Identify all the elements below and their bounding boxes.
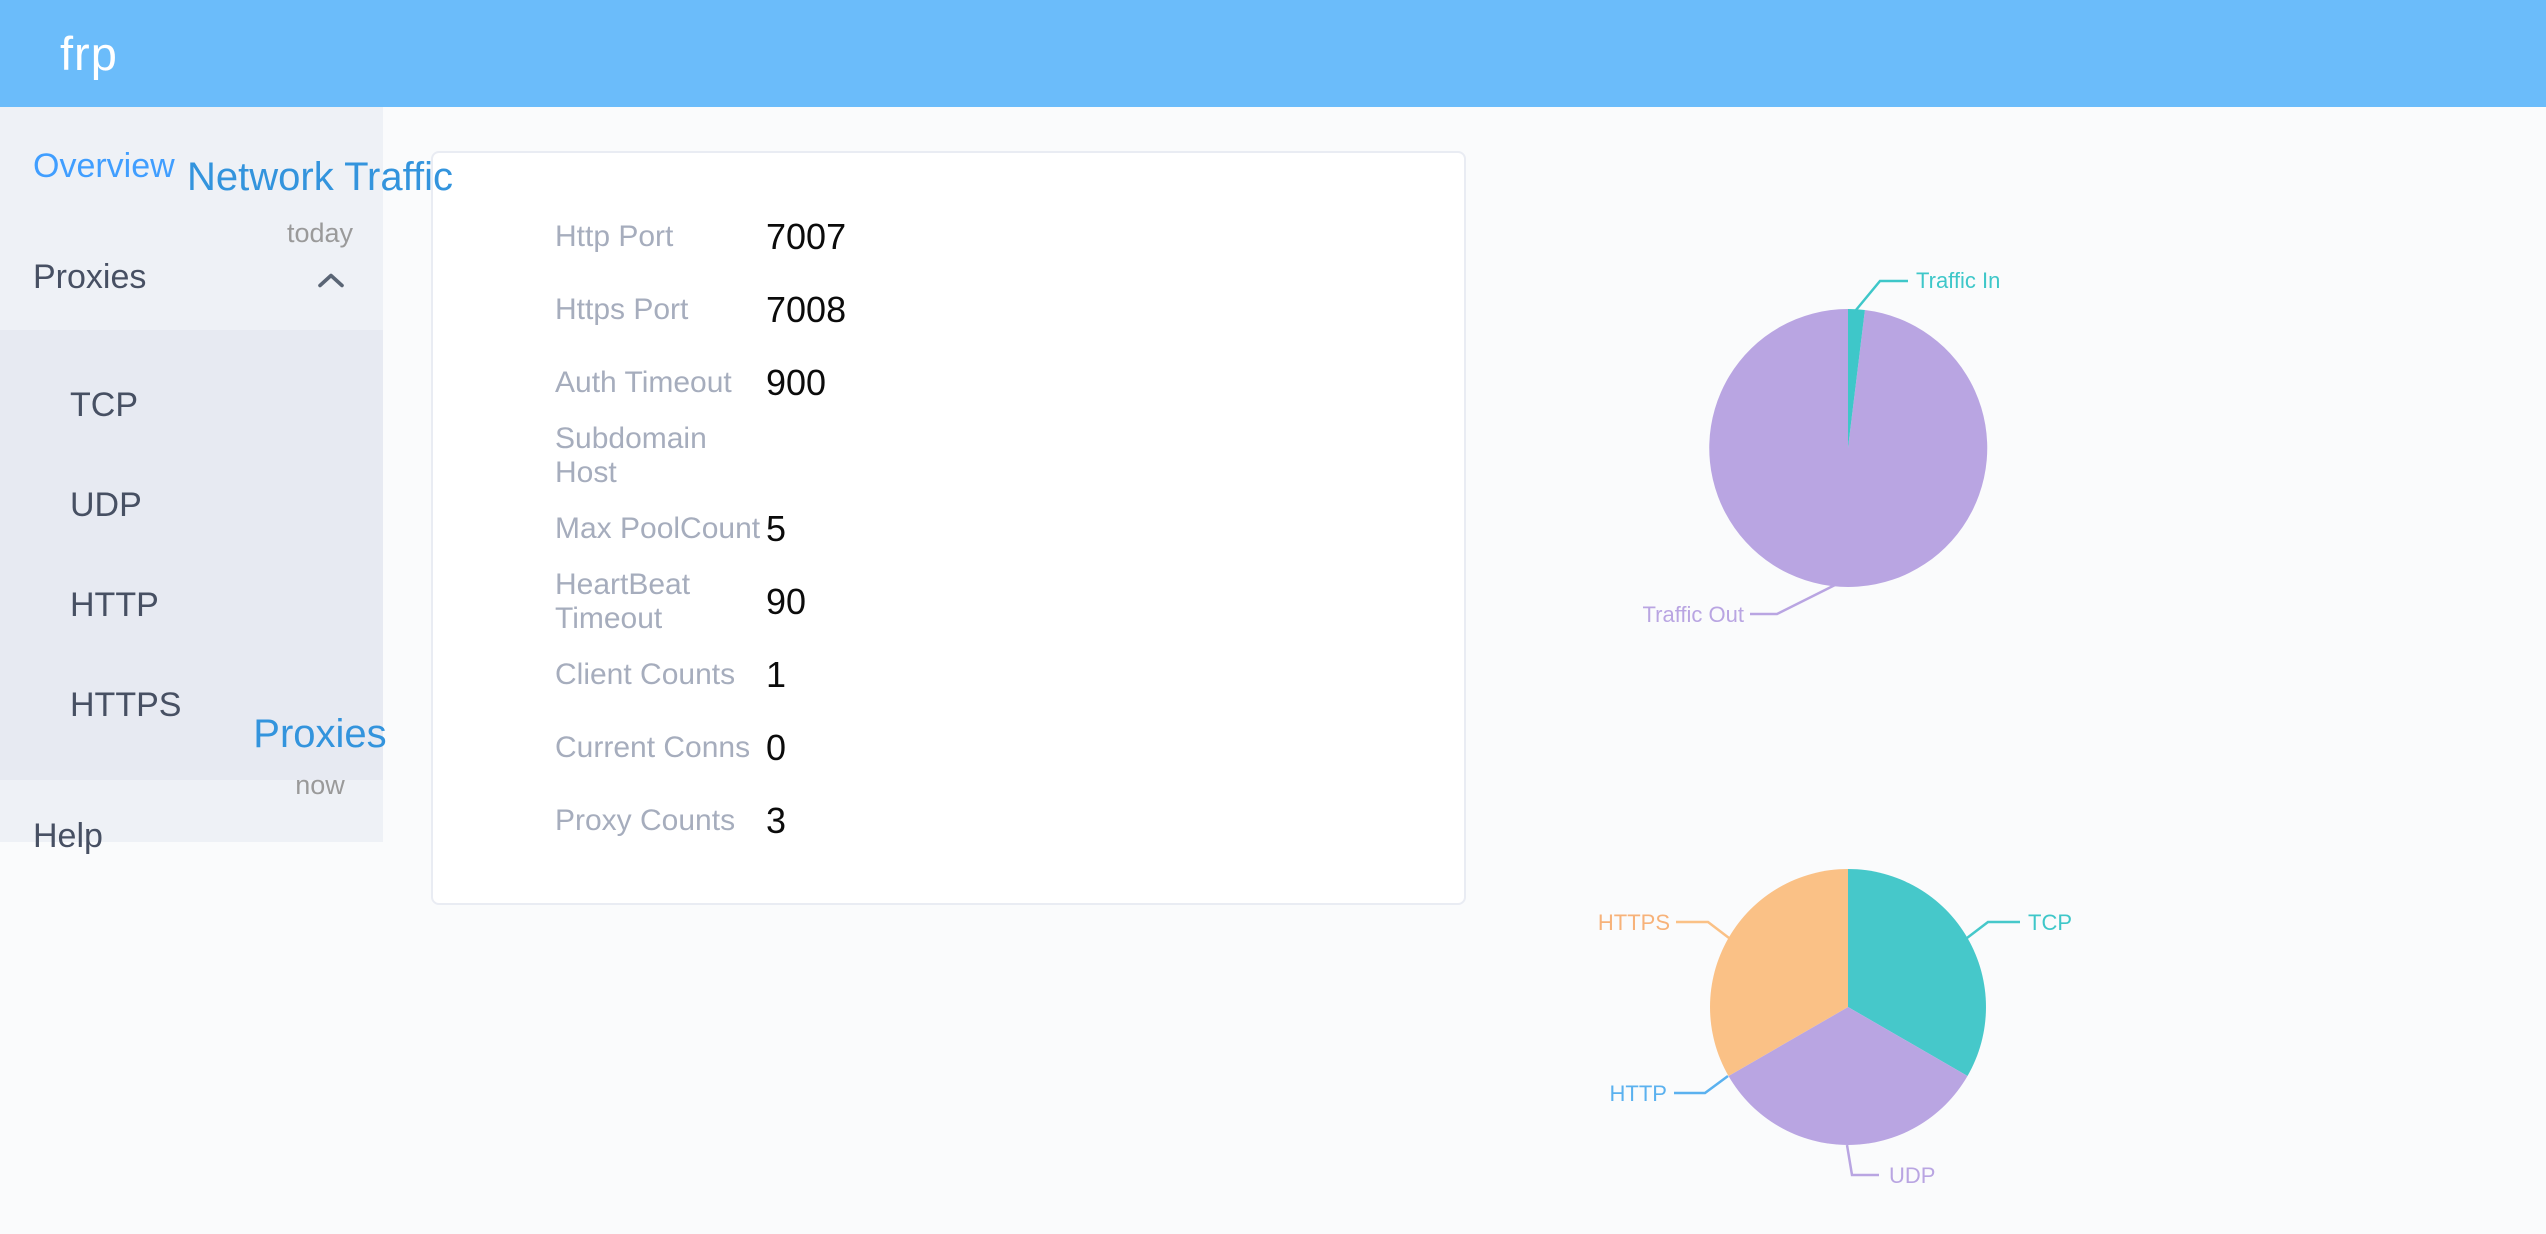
config-label: Proxy Counts <box>555 803 736 837</box>
network-traffic-title: Network Traffic <box>187 155 453 199</box>
leader-http <box>1674 1074 1729 1095</box>
pie-label-traffic-out: Traffic Out <box>1642 602 1744 627</box>
config-label: Client Counts <box>555 657 736 691</box>
app-logo: frp <box>60 27 118 80</box>
config-label: Https Port <box>555 292 689 326</box>
network-traffic-subtitle: today <box>286 218 354 248</box>
sidebar-item-http[interactable]: HTTP <box>0 555 383 655</box>
sidebar-item-udp[interactable]: UDP <box>0 455 383 555</box>
proxies-pie[interactable] <box>1598 820 2098 1220</box>
pie-label-traffic-in: Traffic In <box>1916 268 2001 293</box>
config-value: 0 <box>766 726 787 768</box>
config-label: HeartBeat Timeout <box>555 567 691 635</box>
leader-https <box>1676 920 1730 939</box>
top-header-bar: frp <box>0 0 2546 107</box>
server-config-card: Http Port 7007 Https Port 7008 Auth Time… <box>431 151 1466 905</box>
leader-traffic-in <box>1855 279 1908 311</box>
sidebar-item-label: TCP <box>70 385 138 424</box>
sidebar-item-label: UDP <box>70 485 142 524</box>
config-row: Client Counts 1 <box>433 638 1464 711</box>
config-label: Max PoolCount <box>555 511 761 545</box>
pie-label-udp: UDP <box>1889 1163 1936 1188</box>
sidebar-item-label: HTTPS <box>70 685 182 724</box>
proxies-title: Proxies <box>253 712 387 756</box>
config-value: 7007 <box>766 215 847 257</box>
pie-label-tcp: TCP <box>2028 910 2072 935</box>
sidebar-item-overview[interactable]: Overview <box>0 107 383 225</box>
sidebar-item-label: Help <box>33 816 103 855</box>
config-row: Subdomain Host <box>433 419 1464 492</box>
config-row: Auth Timeout 900 <box>433 346 1464 419</box>
leader-udp <box>1845 1144 1879 1177</box>
config-value: 7008 <box>766 288 847 330</box>
sidebar: Overview Proxies TCP UDP HTTP HTTPS Help <box>0 107 383 855</box>
pie-label-http: HTTP <box>1609 1081 1667 1106</box>
config-row: Proxy Counts 3 <box>433 784 1464 857</box>
config-row: Max PoolCount 5 <box>433 492 1464 565</box>
config-row: Http Port 7007 <box>433 200 1464 273</box>
proxies-subtitle: now <box>295 770 345 800</box>
slice-traffic-out[interactable] <box>1709 309 1988 587</box>
sidebar-item-label: HTTP <box>70 585 159 624</box>
slice-udp[interactable] <box>1728 1007 1968 1145</box>
config-row: Current Conns 0 <box>433 711 1464 784</box>
leader-traffic-out <box>1750 583 1836 616</box>
config-label: Auth Timeout <box>555 365 732 399</box>
config-value: 90 <box>766 580 807 622</box>
chevron-up-icon <box>317 258 345 297</box>
proxies-submenu: TCP UDP HTTP HTTPS <box>0 330 383 780</box>
sidebar-item-help[interactable]: Help <box>0 780 383 892</box>
pie-label-https: HTTPS <box>1597 910 1670 935</box>
config-value: 3 <box>766 799 787 841</box>
config-label: Current Conns <box>555 730 751 764</box>
config-value: 900 <box>766 361 827 403</box>
config-value: 5 <box>766 507 787 549</box>
config-value: 1 <box>766 653 787 695</box>
slice-https[interactable] <box>1710 869 1848 1076</box>
sidebar-item-proxies[interactable]: Proxies <box>0 225 383 330</box>
config-label: Http Port <box>555 219 674 253</box>
leader-tcp <box>1966 920 2020 939</box>
sidebar-item-label: Proxies <box>33 258 147 296</box>
config-row: HeartBeat Timeout 90 <box>433 565 1464 638</box>
sidebar-item-tcp[interactable]: TCP <box>0 355 383 455</box>
slice-tcp[interactable] <box>1848 869 1986 1076</box>
slice-traffic-in[interactable] <box>1848 308 1865 448</box>
network-traffic-pie[interactable] <box>1598 258 2098 638</box>
sidebar-item-https[interactable]: HTTPS <box>0 655 383 755</box>
config-row: Https Port 7008 <box>433 273 1464 346</box>
sidebar-item-label: Overview <box>33 146 175 185</box>
config-label: Subdomain Host <box>555 421 707 489</box>
